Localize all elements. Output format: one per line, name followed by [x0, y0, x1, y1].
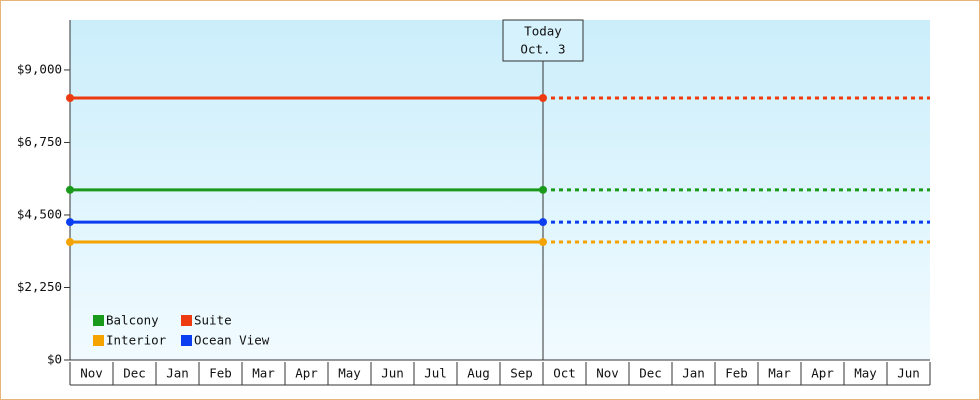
x-tick-label: Aug [467, 366, 490, 381]
x-tick-label: May [854, 366, 877, 381]
x-tick-label: Apr [811, 366, 834, 381]
today-date: Oct. 3 [520, 42, 565, 57]
legend-swatch [181, 315, 192, 326]
x-tick-label: Feb [209, 366, 232, 381]
y-tick-label: $6,750 [17, 134, 62, 149]
x-tick-label: Jan [682, 366, 705, 381]
legend-label: Suite [194, 313, 232, 328]
x-tick-label: Nov [80, 366, 103, 381]
legend-label: Ocean View [194, 333, 270, 348]
y-tick-label: $9,000 [17, 61, 62, 76]
x-tick-label: Nov [596, 366, 619, 381]
x-tick-label: Sep [510, 366, 533, 381]
x-tick-label: Jun [381, 366, 404, 381]
x-tick-label: Oct [553, 366, 576, 381]
y-tick-label: $2,250 [17, 279, 62, 294]
x-tick-label: Mar [252, 366, 275, 381]
series-point [539, 93, 547, 102]
legend-swatch [93, 315, 104, 326]
today-box [502, 19, 584, 62]
series-point [66, 185, 74, 194]
x-tick-label: May [338, 366, 361, 381]
x-tick-label: Dec [639, 366, 662, 381]
y-tick-label: $4,500 [17, 206, 62, 221]
x-tick-label: Mar [768, 366, 791, 381]
series-point [66, 218, 74, 227]
x-tick-label: Jun [897, 366, 920, 381]
series-point [66, 238, 74, 247]
x-tick-label: Feb [725, 366, 748, 381]
y-tick-label: $0 [47, 352, 62, 367]
series-point [539, 238, 547, 247]
series-point [66, 93, 74, 102]
legend-label: Interior [106, 333, 167, 348]
today-label: Today [524, 24, 562, 39]
legend-label: Balcony [106, 313, 159, 328]
x-tick-label: Jan [166, 366, 189, 381]
legend-swatch [93, 335, 104, 346]
x-tick-label: Jul [424, 366, 447, 381]
x-tick-label: Apr [295, 366, 318, 381]
legend-swatch [181, 335, 192, 346]
x-tick-label: Dec [123, 366, 146, 381]
series-point [539, 218, 547, 227]
series-point [539, 185, 547, 194]
